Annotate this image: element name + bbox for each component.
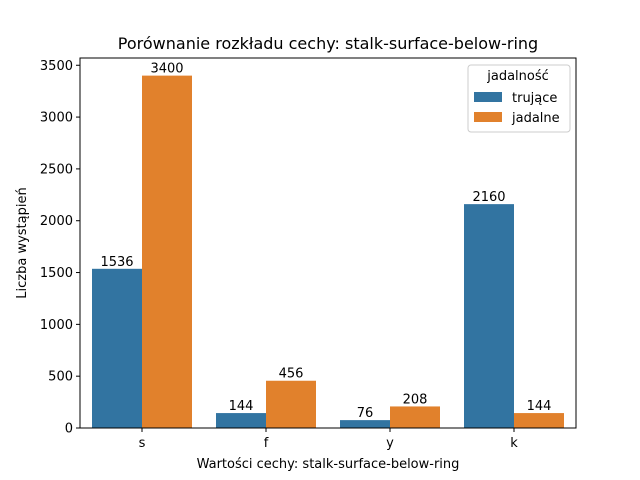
y-tick-label: 1000 — [40, 318, 73, 333]
data-label: 144 — [527, 399, 552, 414]
y-tick-label: 2000 — [40, 214, 73, 229]
x-tick-label: f — [264, 436, 269, 451]
data-label: 76 — [357, 406, 374, 421]
plot-frame — [79, 57, 577, 429]
bar-trujące-k — [464, 204, 514, 428]
chart-title: Porównanie rozkładu cechy: stalk-surface… — [118, 34, 538, 53]
bar-jadalne-y — [390, 406, 440, 428]
bar-jadalne-k — [514, 413, 564, 428]
y-tick-label: 1500 — [40, 266, 73, 281]
legend-label-trujące: trujące — [512, 91, 557, 106]
x-axis-label: Wartości cechy: stalk-surface-below-ring — [197, 457, 460, 472]
x-tick-label: s — [139, 436, 146, 451]
bar-jadalne-f — [266, 380, 316, 428]
data-label: 456 — [279, 367, 304, 382]
y-tick-label: 2500 — [40, 162, 73, 177]
legend-swatch-trujące — [474, 92, 502, 102]
x-tick-label: k — [510, 436, 518, 451]
legend-title: jadalność — [486, 69, 549, 84]
data-label: 144 — [229, 399, 254, 414]
y-tick-label: 0 — [65, 422, 73, 437]
bar-jadalne-s — [142, 75, 192, 428]
data-label: 2160 — [472, 190, 505, 205]
y-tick-label: 3500 — [40, 59, 73, 74]
data-label: 208 — [403, 392, 428, 407]
legend-label-jadalne: jadalne — [511, 111, 560, 126]
data-label: 3400 — [150, 62, 183, 77]
y-tick-label: 500 — [48, 370, 73, 385]
x-tick-label: y — [386, 436, 394, 451]
legend-swatch-jadalne — [474, 112, 502, 122]
bar-trujące-s — [92, 268, 142, 428]
y-tick-label: 3000 — [40, 111, 73, 126]
plot-area: 1536 3400 s 144 456 f 76 208 y 2160 144 k 0 500 1000 15… — [40, 59, 564, 451]
bar-trujące-f — [216, 413, 266, 428]
bar-trujące-y — [340, 420, 390, 428]
legend: jadalność trujące jadalne — [467, 64, 571, 133]
y-axis-label: Liczba wystąpień — [15, 187, 30, 298]
data-label: 1536 — [100, 255, 133, 270]
